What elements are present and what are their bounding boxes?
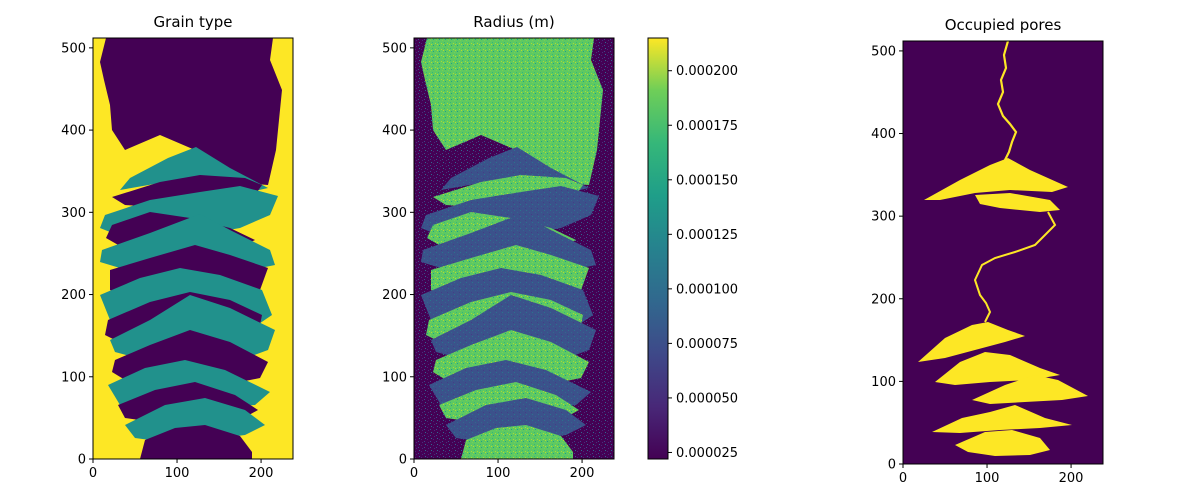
panel-radius: Radius (m) 0 100 200 300 400 500 0 100 200 — [382, 13, 615, 481]
x-tick-label: 100 — [165, 466, 190, 481]
occupied-region-bottom — [955, 430, 1050, 456]
x-tick-label: 200 — [249, 466, 274, 481]
y-tick-label: 400 — [871, 127, 896, 142]
percolation-path-upper — [996, 41, 1018, 161]
title-occupied-pores: Occupied pores — [945, 16, 1062, 34]
panel-occupied-pores: Occupied pores 0 100 200 300 400 500 0 100 200 — [871, 16, 1104, 486]
y-tick-label: 0 — [78, 453, 86, 468]
x-tick-label: 100 — [486, 466, 511, 481]
colorbar-tick-label: 0.000025 — [676, 446, 738, 461]
colorbar-tick-label: 0.000100 — [676, 282, 738, 297]
region-layer-13 — [125, 398, 265, 442]
y-tick-label: 200 — [382, 288, 407, 303]
region-upper-core — [100, 38, 282, 185]
title-grain-type: Grain type — [154, 13, 233, 31]
region-upper-core — [421, 38, 603, 185]
percolation-path-middle — [973, 211, 1057, 323]
region-layer-13 — [446, 398, 586, 442]
y-tick-label: 100 — [61, 370, 86, 385]
occupied-region-layer-3 — [972, 375, 1088, 404]
title-radius: Radius (m) — [473, 13, 554, 31]
heatmap-occupied-pores — [903, 41, 1103, 464]
x-tick-label: 0 — [410, 466, 418, 481]
region-bottom-core — [461, 425, 573, 459]
y-ticks: 0 100 200 300 400 500 — [382, 41, 414, 468]
y-tick-label: 300 — [382, 206, 407, 221]
region-bottom-core — [140, 425, 252, 459]
axes-frame — [92, 37, 294, 460]
occupied-region-upper-fringe — [975, 193, 1060, 212]
y-tick-label: 500 — [61, 41, 86, 56]
x-tick-label: 200 — [1059, 471, 1084, 486]
x-tick-label: 0 — [89, 466, 97, 481]
y-ticks: 0 100 200 300 400 500 — [871, 44, 903, 473]
colorbar-frame — [647, 37, 669, 460]
y-tick-label: 400 — [61, 124, 86, 139]
panel-grain-type: Grain type 0 100 200 300 400 500 0 100 200 — [61, 13, 294, 481]
axes-frame — [902, 40, 1104, 465]
colorbar: 0.000025 0.000050 0.000075 0.000100 0.000125… — [647, 37, 738, 461]
colorbar-tick-label: 0.000200 — [676, 64, 738, 79]
x-ticks: 0 100 200 — [410, 459, 595, 481]
occupied-region-layer-2 — [935, 352, 1060, 385]
y-tick-label: 100 — [871, 375, 896, 390]
x-ticks: 0 100 200 — [89, 459, 274, 481]
colorbar-tick-label: 0.000125 — [676, 228, 738, 243]
y-tick-label: 100 — [382, 370, 407, 385]
y-ticks: 0 100 200 300 400 500 — [61, 41, 93, 468]
y-tick-label: 200 — [61, 288, 86, 303]
x-ticks: 0 100 200 — [899, 464, 1084, 486]
x-tick-label: 100 — [975, 471, 1000, 486]
colorbar-tick-label: 0.000175 — [676, 119, 738, 134]
colorbar-tick-label: 0.000075 — [676, 337, 738, 352]
y-tick-label: 300 — [61, 206, 86, 221]
colorbar-tick-label: 0.000050 — [676, 391, 738, 406]
x-tick-label: 0 — [899, 471, 907, 486]
heatmap-grain-type — [93, 38, 293, 459]
x-tick-label: 200 — [570, 466, 595, 481]
colorbar-tick-label: 0.000150 — [676, 173, 738, 188]
colorbar-ticks: 0.000025 0.000050 0.000075 0.000100 0.000125… — [668, 64, 738, 461]
occupied-region-layer-4 — [932, 405, 1072, 433]
occupied-region-layer-1 — [918, 322, 1025, 362]
y-tick-label: 0 — [399, 453, 407, 468]
y-tick-label: 300 — [871, 210, 896, 225]
y-tick-label: 500 — [871, 44, 896, 59]
occupied-region-upper — [924, 158, 1068, 200]
colorbar-gradient — [648, 38, 668, 459]
y-tick-label: 400 — [382, 124, 407, 139]
y-tick-label: 500 — [382, 41, 407, 56]
axes-frame — [413, 37, 615, 460]
y-tick-label: 0 — [888, 458, 896, 473]
heatmap-radius — [414, 38, 614, 459]
y-tick-label: 200 — [871, 292, 896, 307]
